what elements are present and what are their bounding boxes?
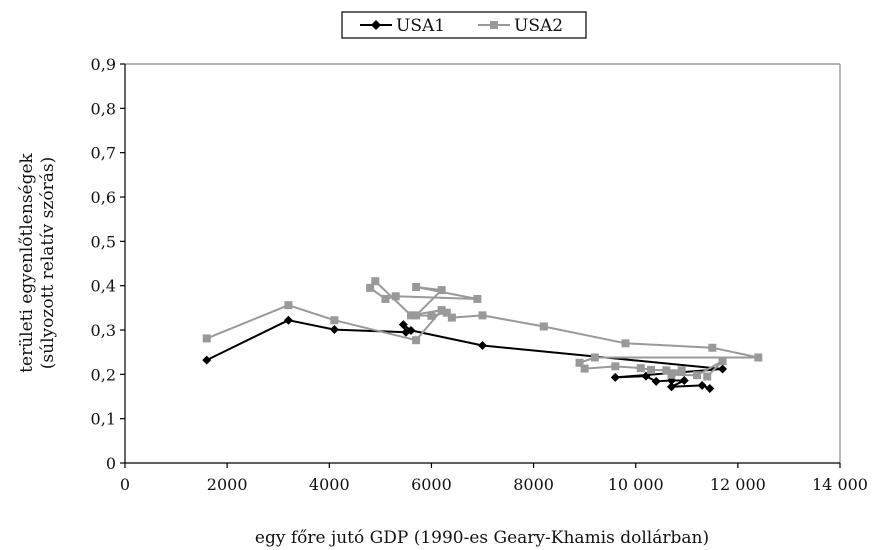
data-point — [666, 382, 676, 392]
data-point — [590, 353, 599, 362]
data-point — [703, 372, 712, 381]
data-point — [473, 294, 482, 303]
legend-label-usa1: USA1 — [396, 16, 445, 36]
legend: USA1 USA2 — [341, 11, 587, 39]
data-point — [679, 376, 689, 386]
data-point — [667, 370, 676, 379]
x-tick-label: 10 000 — [608, 475, 664, 494]
series-usa1 — [202, 315, 728, 394]
x-tick-label: 12 000 — [710, 475, 766, 494]
x-tick-label: 8000 — [513, 475, 554, 494]
y-axis-ticks: 0 0,1 0,2 0,3 0,4 0,5 0,6 0,7 0,8 0,9 — [91, 55, 125, 473]
y-tick-label: 0,1 — [91, 410, 116, 429]
y-tick-label: 0,6 — [91, 188, 116, 207]
y-tick-label: 0,5 — [91, 232, 116, 251]
x-tick-label: 14 000 — [812, 475, 868, 494]
data-point — [708, 343, 717, 352]
data-point — [391, 292, 400, 301]
data-point — [381, 294, 390, 303]
plot-area — [124, 63, 841, 464]
data-point — [447, 313, 456, 322]
data-point — [651, 376, 661, 386]
data-point — [412, 336, 421, 345]
y-axis-title-line1: területi egyenlőtlenségek — [17, 152, 37, 372]
data-point — [575, 358, 584, 367]
data-point — [611, 362, 620, 371]
x-tick-label: 2000 — [207, 475, 248, 494]
x-axis-title: egy főre jutó GDP (1990-es Geary-Khamis … — [255, 528, 709, 548]
y-tick-label: 0 — [106, 454, 116, 473]
data-point — [437, 286, 446, 295]
data-point — [580, 364, 589, 373]
data-point — [662, 366, 671, 375]
data-point — [283, 315, 293, 325]
y-tick-label: 0,8 — [91, 99, 116, 118]
data-point — [718, 364, 728, 374]
y-axis-title-line2: (súlyozott relatív szórás) — [38, 157, 58, 369]
data-point — [610, 372, 620, 382]
data-point — [697, 380, 707, 390]
data-point — [398, 320, 408, 330]
data-point — [330, 316, 339, 325]
y-tick-label: 0,9 — [91, 55, 116, 74]
data-point — [693, 371, 701, 380]
y-tick-label: 0,3 — [91, 321, 116, 340]
data-point — [754, 353, 763, 362]
data-point — [705, 384, 715, 394]
data-point — [407, 311, 415, 320]
data-point — [371, 277, 380, 286]
data-point — [677, 366, 686, 375]
data-point — [412, 282, 421, 291]
series-usa2 — [202, 277, 763, 381]
data-point — [478, 311, 487, 320]
data-point — [202, 334, 211, 343]
x-tick-label: 0 — [120, 475, 130, 494]
data-point — [366, 283, 375, 292]
series-layer — [202, 277, 763, 394]
data-point — [427, 311, 436, 320]
data-point — [539, 322, 548, 331]
data-point — [442, 308, 451, 317]
y-tick-label: 0,4 — [91, 277, 116, 296]
data-point — [329, 325, 339, 335]
y-tick-label: 0,2 — [91, 365, 116, 384]
data-point — [437, 306, 446, 315]
data-point — [412, 311, 421, 320]
legend-marker-usa2 — [490, 21, 498, 29]
series-line-usa2 — [206, 280, 760, 378]
legend-marker-usa1 — [371, 20, 381, 30]
data-point — [478, 341, 487, 351]
x-tick-label: 6000 — [411, 475, 452, 494]
data-point — [406, 325, 416, 335]
legend-label-usa2: USA2 — [514, 16, 563, 36]
data-point — [202, 355, 212, 365]
data-point — [718, 357, 727, 366]
data-point — [621, 339, 630, 348]
data-point — [647, 365, 656, 374]
x-axis-ticks: 0 2000 4000 6000 8000 10 000 12 000 14 000 — [120, 463, 868, 494]
y-tick-label: 0,7 — [91, 144, 116, 163]
x-tick-label: 4000 — [309, 475, 350, 494]
data-point — [284, 301, 293, 310]
data-point — [636, 364, 645, 373]
